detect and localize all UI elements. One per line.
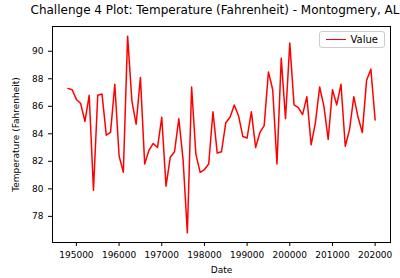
svg-text:78: 78 [32, 211, 44, 221]
svg-text:195000: 195000 [59, 250, 94, 260]
html-text:Value: Value [350, 34, 378, 45]
svg-text:197000: 197000 [145, 250, 180, 260]
svg-text:82: 82 [32, 156, 43, 166]
svg-text:80: 80 [32, 184, 44, 194]
svg-text:201000: 201000 [315, 250, 350, 260]
svg-text:Date: Date [211, 265, 233, 275]
svg-text:90: 90 [32, 46, 44, 56]
svg-text:200000: 200000 [273, 250, 308, 260]
svg-text:202000: 202000 [358, 250, 393, 260]
svg-text:196000: 196000 [102, 250, 137, 260]
html-text:Challenge 4 Plot: Temperature: Challenge 4 Plot: Temperature (Fahrenhei… [30, 3, 400, 17]
svg-text:86: 86 [32, 101, 44, 111]
svg-text:198000: 198000 [187, 250, 222, 260]
svg-text:Temperature (Fahrenheit): Temperature (Fahrenheit) [11, 77, 21, 192]
svg-text:84: 84 [32, 129, 44, 139]
svg-text:199000: 199000 [230, 250, 265, 260]
svg-text:88: 88 [32, 74, 44, 84]
